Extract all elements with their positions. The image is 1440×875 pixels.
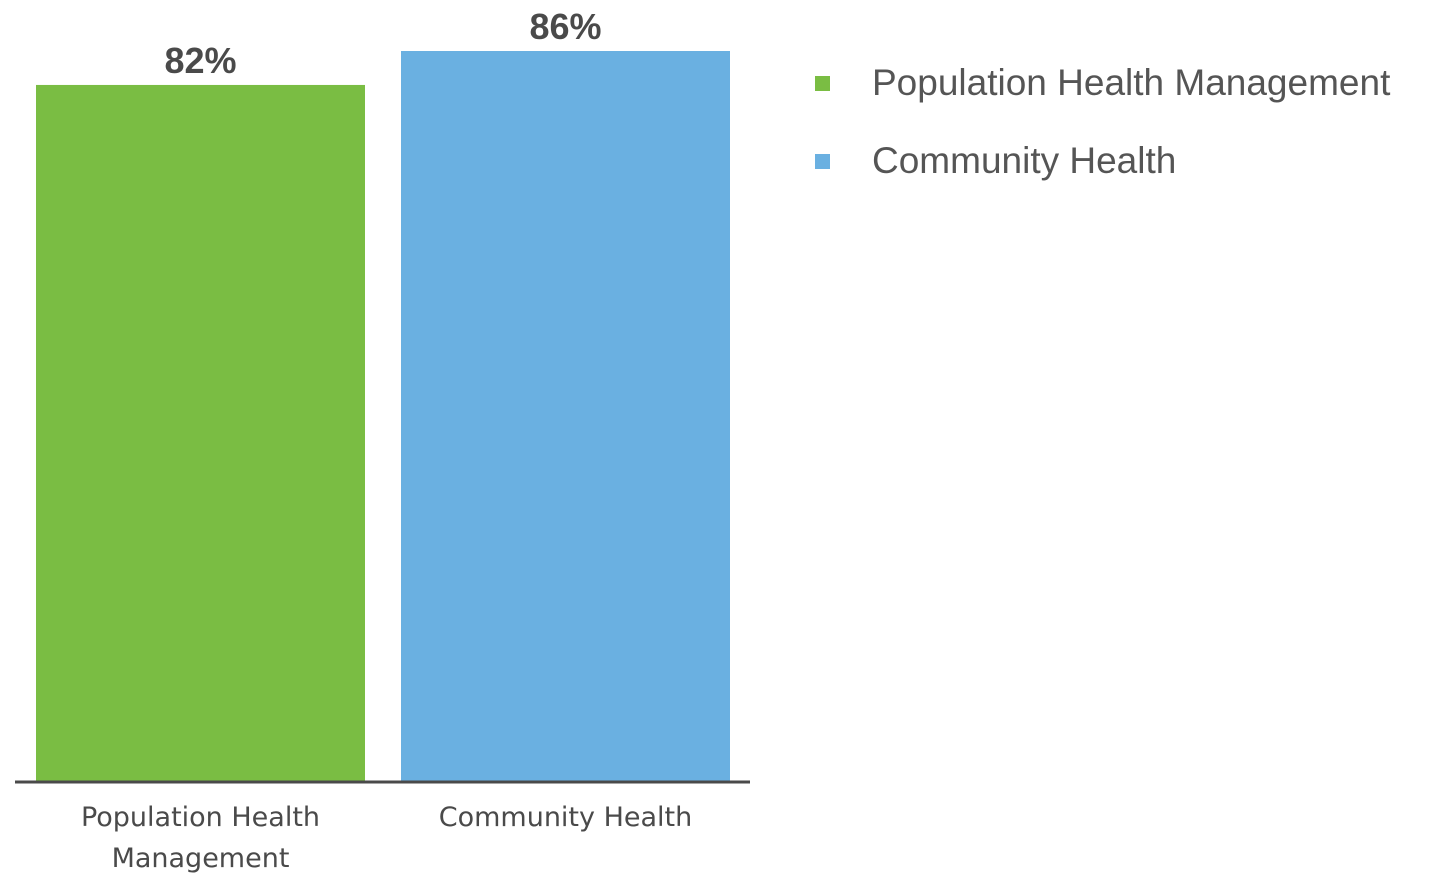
legend: Population Health Management Community H… (815, 44, 1390, 200)
x-tick-label-population-health-management-line-1: Population Health (81, 802, 320, 833)
legend-label-community-health: Community Health (872, 140, 1177, 181)
legend-item-community-health: Community Health (815, 122, 1390, 200)
bar-community-health (401, 51, 730, 781)
x-tick-label-population-health-management-line-2: Management (112, 843, 290, 874)
legend-item-population-health-management: Population Health Management (815, 44, 1390, 122)
legend-swatch-population-health-management (815, 75, 830, 91)
bar-chart: 82% Population Health Management 86% Communi… (15, 6, 750, 874)
legend-label-population-health-management: Population Health Management (872, 62, 1391, 103)
bar-population-health-management (36, 84, 365, 781)
value-label-community-health: 86% (529, 6, 601, 47)
value-label-population-health-management: 82% (164, 40, 236, 81)
legend-swatch-community-health (815, 153, 830, 169)
x-tick-label-community-health: Community Health (439, 802, 693, 833)
